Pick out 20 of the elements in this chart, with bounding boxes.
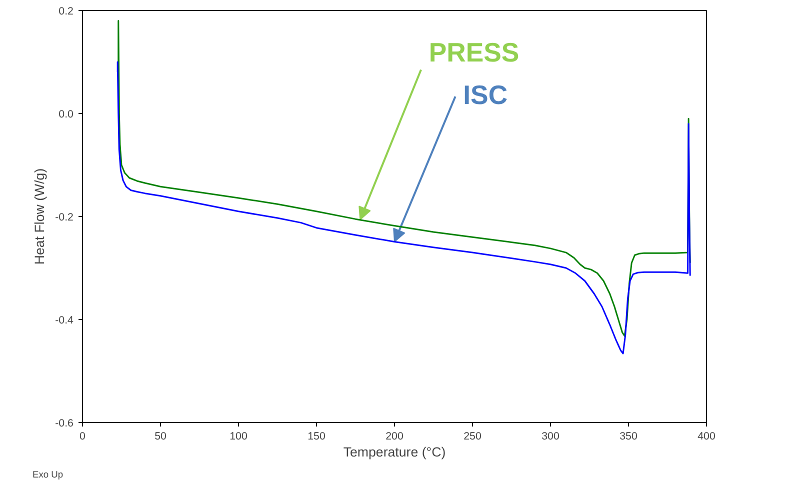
y-tick-label: -0.2 bbox=[55, 212, 74, 224]
text: Exo Up bbox=[32, 470, 64, 480]
x-axis-title: Temperature (°C) bbox=[343, 444, 446, 460]
y-tick-label: -0.6 bbox=[55, 418, 74, 430]
y-tick-label: 0.2 bbox=[58, 6, 74, 18]
annotation: PRESS bbox=[428, 38, 520, 68]
line-series bbox=[116, 61, 691, 354]
y-tick-label: 0.0 bbox=[58, 108, 74, 120]
x-tick-label: 200 bbox=[386, 430, 404, 442]
x-tick-label: 0 bbox=[80, 430, 86, 442]
x-tick-label: 350 bbox=[620, 430, 638, 442]
x-tick-label: 400 bbox=[698, 430, 716, 442]
y-tick-label: -0.4 bbox=[55, 314, 74, 326]
x-tick-label: 300 bbox=[542, 430, 560, 442]
annotation: ISC bbox=[463, 80, 508, 110]
x-tick-label: 100 bbox=[230, 430, 248, 442]
x-tick-label: 250 bbox=[464, 430, 482, 442]
x-tick-label: 150 bbox=[308, 430, 326, 442]
y-axis-title: Heat Flow (W/g) bbox=[32, 168, 48, 265]
x-tick-label: 50 bbox=[154, 430, 166, 442]
